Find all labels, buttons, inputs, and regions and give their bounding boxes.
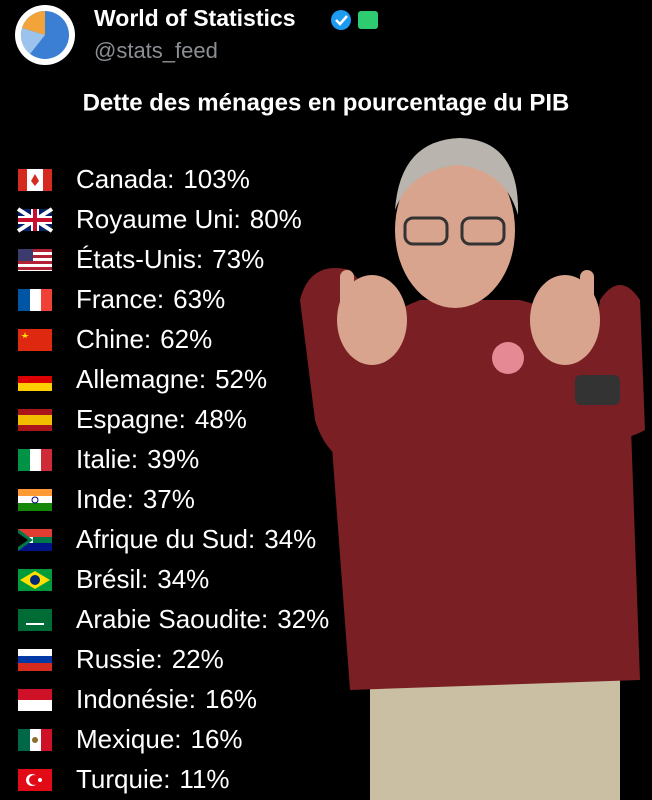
- list-item: Espagne: 48%: [76, 404, 247, 434]
- country-label: Afrique du Sud:: [76, 524, 255, 554]
- account-handle: @stats_feed: [94, 38, 218, 63]
- title: Dette des ménages en pourcentage du PIB: [83, 89, 570, 116]
- country-label: Mexique:: [76, 724, 182, 754]
- country-value: 80%: [250, 204, 302, 234]
- flags: [16, 169, 54, 791]
- country-value: 52%: [215, 364, 267, 394]
- country-value: 39%: [147, 444, 199, 474]
- account-name: World of Statistics: [94, 5, 296, 31]
- country-label: Espagne:: [76, 404, 186, 434]
- list-item: Mexique: 16%: [76, 724, 243, 754]
- country-label: Inde:: [76, 484, 134, 514]
- country-value: 103%: [183, 164, 250, 194]
- list-item: Afrique du Sud: 34%: [76, 524, 316, 554]
- list-item: Allemagne: 52%: [76, 364, 267, 394]
- list-item: France: 63%: [76, 284, 225, 314]
- list-item: Chine: 62%: [76, 324, 212, 354]
- country-label: Canada:: [76, 164, 174, 194]
- list-item: États-Unis: 73%: [76, 244, 264, 274]
- verified-check: [335, 15, 348, 26]
- list-item: Indonésie: 16%: [76, 684, 257, 714]
- country-label: États-Unis:: [76, 244, 203, 274]
- country-label: Indonésie:: [76, 684, 196, 714]
- country-value: 63%: [173, 284, 225, 314]
- country-value: 16%: [191, 724, 243, 754]
- list-item: Arabie Saoudite: 32%: [76, 604, 329, 634]
- country-value: 16%: [205, 684, 257, 714]
- country-label: Brésil:: [76, 564, 148, 594]
- country-value: 22%: [172, 644, 224, 674]
- country-value: 34%: [157, 564, 209, 594]
- photo: [300, 138, 645, 800]
- verified-badge: [331, 10, 351, 30]
- affiliate-badge: [358, 11, 378, 29]
- country-label: France:: [76, 284, 164, 314]
- list-item: Brésil: 34%: [76, 564, 209, 594]
- country-label: Turquie:: [76, 764, 170, 794]
- country-label: Royaume Uni:: [76, 204, 241, 234]
- list-item: Russie: 22%: [76, 644, 224, 674]
- list-item: Italie: 39%: [76, 444, 199, 474]
- country-value: 73%: [212, 244, 264, 274]
- country-value: 34%: [264, 524, 316, 554]
- country-label: Russie:: [76, 644, 163, 674]
- avatar: [15, 5, 75, 65]
- country-value: 62%: [160, 324, 212, 354]
- list-item: Inde: 37%: [76, 484, 195, 514]
- list-item: Turquie: 11%: [76, 764, 230, 794]
- country-value: 32%: [277, 604, 329, 634]
- country-list: Canada: 103% Royaume Uni: 80% États-Unis: 73%…: [76, 164, 329, 794]
- list-item: Canada: 103%: [76, 164, 250, 194]
- country-label: Allemagne:: [76, 364, 206, 394]
- list-item: Royaume Uni: 80%: [76, 204, 302, 234]
- country-value: 11%: [179, 764, 229, 794]
- country-value: 48%: [195, 404, 247, 434]
- country-label: Italie:: [76, 444, 138, 474]
- country-label: Arabie Saoudite:: [76, 604, 268, 634]
- country-label: Chine:: [76, 324, 151, 354]
- country-value: 37%: [143, 484, 195, 514]
